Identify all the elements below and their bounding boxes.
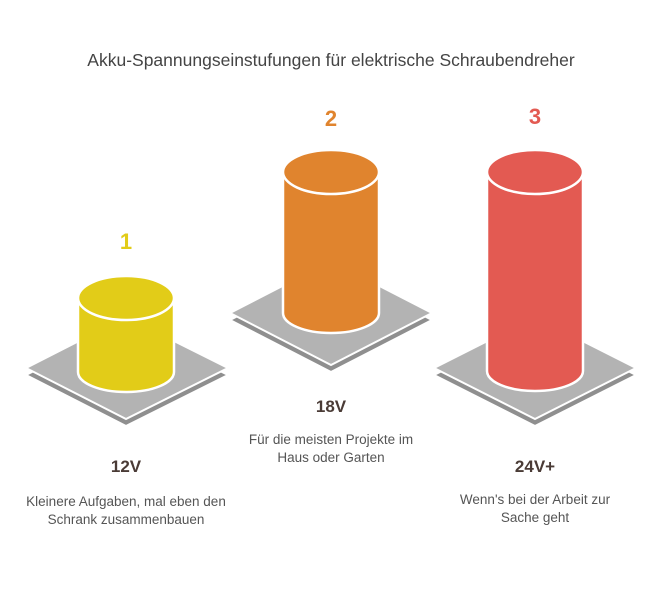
voltage-label-3: 24V+ xyxy=(514,457,556,476)
cylinder-1 xyxy=(76,274,176,394)
pillar-number-3: 3 xyxy=(528,104,542,129)
pillar-number-2: 2 xyxy=(324,106,338,131)
description-1: Kleinere Aufgaben, mal eben den Schrank … xyxy=(26,494,226,527)
diagram-title: Akku-Spannungseinstufungen für elektrisc… xyxy=(87,50,575,70)
voltage-label-1: 12V xyxy=(110,457,142,476)
description-2: Für die meisten Projekte im Haus oder Ga… xyxy=(248,432,414,465)
voltage-label-2: 18V xyxy=(315,397,347,416)
description-3: Wenn's bei der Arbeit zur Sache geht xyxy=(459,492,611,525)
cylinder-2 xyxy=(281,148,381,335)
pillar-3 xyxy=(431,148,639,428)
pillar-2 xyxy=(227,148,435,374)
pillar-1 xyxy=(23,274,231,428)
cylinder-3 xyxy=(485,148,585,393)
pillar-number-1: 1 xyxy=(119,229,133,254)
